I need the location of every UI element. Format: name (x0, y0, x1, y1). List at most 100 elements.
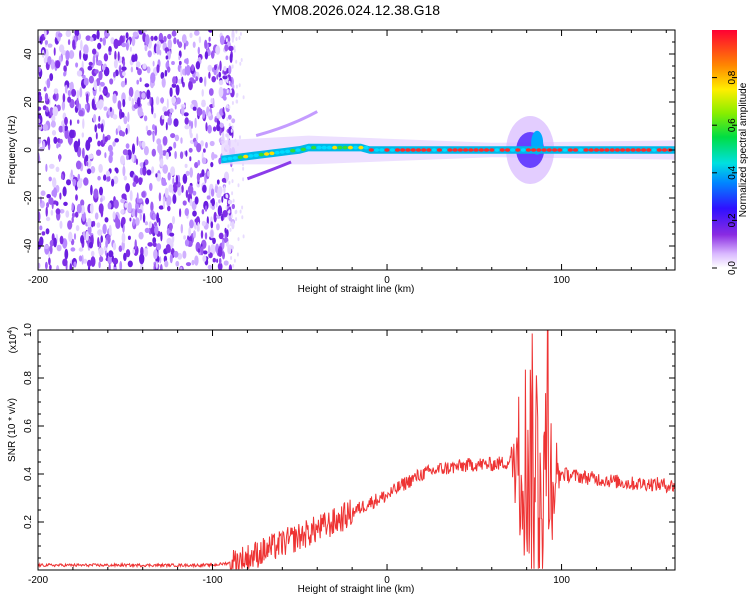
noise-blob (125, 41, 129, 51)
noise-blob (231, 118, 236, 124)
noise-blob (156, 212, 160, 223)
noise-blob (59, 138, 63, 144)
colorbar-tick-label: 0.6 (727, 118, 738, 132)
noise-blob (199, 76, 203, 83)
noise-blob (100, 99, 104, 109)
band-core-blob (332, 145, 338, 150)
noise-blob (144, 44, 148, 52)
noise-blob (112, 93, 117, 104)
noise-blob (66, 179, 71, 186)
noise-blob (216, 74, 219, 80)
noise-blob (141, 141, 146, 149)
noise-blob (55, 166, 60, 172)
noise-blob (100, 123, 104, 133)
noise-blob (98, 163, 103, 173)
band-core-blob (384, 148, 390, 152)
noise-blob (181, 184, 184, 193)
noise-blob (134, 208, 138, 218)
noise-blob (204, 39, 208, 49)
noise-blob (46, 136, 51, 146)
noise-blob (71, 216, 74, 223)
spectrogram-ticks (37, 29, 675, 271)
snr-scale-close: ) (8, 327, 19, 330)
noise-blob (235, 59, 238, 64)
noise-blob (176, 97, 181, 105)
noise-blob (50, 59, 55, 70)
noise-blob (119, 260, 123, 270)
noise-blob (63, 71, 67, 77)
noise-blob (62, 258, 68, 267)
band-core-blob (463, 148, 469, 152)
noise-blob (210, 188, 215, 197)
noise-blob (208, 36, 211, 42)
noise-blob (104, 217, 109, 223)
noise-blob (87, 217, 92, 228)
noise-blob (42, 140, 46, 150)
noise-blob (72, 39, 76, 50)
noise-blob (171, 61, 175, 65)
noise-blob (83, 258, 88, 264)
noise-blob (122, 71, 126, 77)
noise-blob (215, 45, 221, 55)
noise-blob (123, 252, 127, 262)
noise-blob (99, 37, 103, 42)
noise-blob (150, 35, 154, 42)
noise-blob (184, 163, 188, 168)
noise-blob (58, 153, 61, 162)
noise-blob (182, 200, 187, 206)
noise-blob (183, 42, 186, 50)
noise-blob (207, 170, 210, 177)
noise-blob (200, 230, 204, 239)
noise-blob (222, 75, 228, 80)
noise-blob (189, 132, 193, 139)
noise-blob (48, 197, 54, 205)
noise-blob (159, 158, 164, 168)
band-core-blob (557, 148, 563, 152)
spectrogram-panel: -200 -100 0 100 40 20 0 -20 -40 Height of strai… (7, 29, 676, 295)
noise-blob (216, 179, 220, 185)
noise-blob (98, 70, 103, 81)
noise-blob (96, 222, 101, 228)
noise-blob (125, 249, 131, 258)
band-core-blob (415, 148, 422, 152)
noise-blob (53, 237, 57, 248)
noise-blob (46, 202, 50, 208)
noise-blob (228, 123, 231, 127)
noise-blob (236, 252, 239, 257)
y-tick-label: 0.4 (23, 467, 34, 481)
noise-blob (41, 231, 46, 236)
noise-blob (174, 134, 180, 142)
snr-y-axis-label: SNR (10 * v/v) (7, 398, 18, 462)
noise-blob (230, 256, 233, 260)
noise-blob (73, 140, 79, 150)
noise-blob (235, 99, 238, 104)
noise-blob (233, 258, 236, 263)
noise-blob (100, 197, 103, 203)
noise-blob (113, 175, 119, 185)
noise-blob (185, 170, 190, 176)
noise-blob (110, 37, 115, 45)
noise-blob (160, 97, 165, 104)
snr-scale-base: (x10 (8, 333, 19, 353)
noise-blob (144, 227, 150, 233)
noise-blob (86, 161, 89, 167)
noise-blob (160, 72, 165, 80)
band-core-blob (578, 148, 584, 152)
noise-blob (96, 149, 102, 156)
band-core-blob (520, 148, 526, 152)
noise-blob (144, 83, 150, 88)
band-core-blob (614, 148, 621, 152)
noise-blob (132, 248, 136, 255)
noise-blob (128, 95, 132, 102)
noise-blob (167, 66, 171, 73)
noise-blob (113, 59, 118, 69)
snr-x-axis-label: Height of straight line (km) (298, 584, 415, 595)
noise-blob (112, 114, 118, 120)
noise-blob (62, 186, 67, 197)
noise-blob (112, 141, 116, 147)
band-core-blob (531, 148, 537, 152)
noise-blob (154, 125, 158, 136)
noise-blob (97, 229, 103, 236)
noise-blob (228, 264, 232, 270)
colorbar-tick-label: 0.0 (727, 261, 738, 275)
